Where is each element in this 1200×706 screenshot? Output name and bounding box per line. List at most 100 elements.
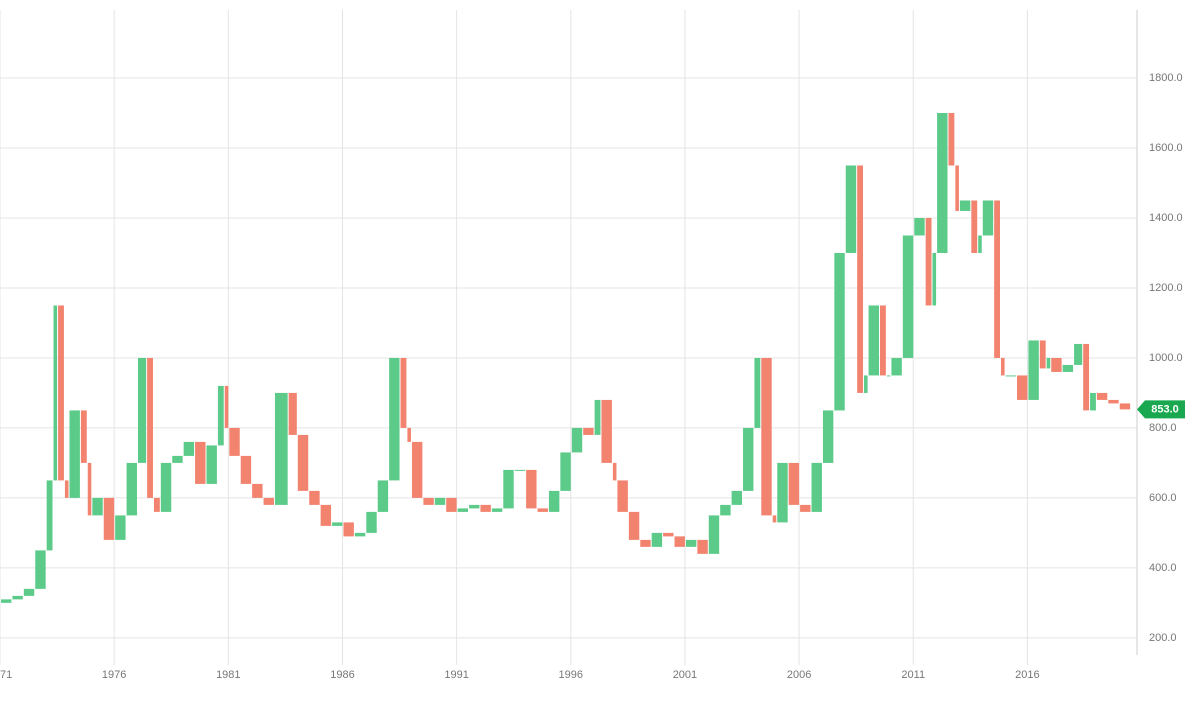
- candle: [800, 504, 811, 512]
- y-tick-label: 600.0: [1149, 492, 1177, 504]
- candle: [224, 385, 229, 428]
- candle: [612, 462, 617, 481]
- candle: [514, 469, 526, 471]
- candle: [788, 462, 800, 505]
- candle: [583, 427, 594, 435]
- candle: [1039, 340, 1046, 369]
- x-tick-label: 2011: [901, 669, 925, 681]
- candle: [857, 165, 864, 393]
- x-tick-label: 2016: [1015, 669, 1039, 681]
- candle: [761, 357, 772, 516]
- candle: [978, 235, 982, 253]
- candle: [217, 385, 224, 446]
- candle: [309, 490, 320, 505]
- candle: [297, 434, 309, 491]
- candle: [320, 504, 332, 526]
- candle: [343, 522, 354, 537]
- candle: [240, 455, 252, 484]
- candle: [777, 462, 788, 523]
- candle: [754, 357, 761, 428]
- candle: [195, 441, 206, 484]
- candle: [1051, 357, 1062, 372]
- y-tick-label: 200.0: [1149, 632, 1177, 644]
- candle: [1046, 357, 1051, 369]
- x-tick-label: 1981: [216, 669, 240, 681]
- candle: [886, 375, 891, 377]
- candle: [491, 508, 503, 512]
- candle: [377, 480, 389, 512]
- candle: [332, 522, 343, 526]
- candle: [1096, 392, 1108, 400]
- candle: [697, 539, 708, 554]
- candle: [423, 497, 434, 505]
- candle: [720, 504, 731, 516]
- candle: [932, 252, 937, 306]
- y-tick-label: 1600.0: [1149, 142, 1183, 154]
- x-tick-label: 2001: [673, 669, 697, 681]
- candle: [23, 588, 35, 596]
- candle: [864, 375, 868, 393]
- candle: [1090, 392, 1096, 411]
- candle: [685, 539, 697, 547]
- price-badge: [1137, 400, 1185, 419]
- candle: [457, 508, 469, 512]
- candle: [982, 200, 994, 236]
- candle: [526, 469, 537, 509]
- candle: [58, 305, 64, 481]
- candle: [153, 497, 160, 512]
- candle: [389, 357, 400, 481]
- candle: [480, 504, 491, 512]
- candle: [772, 515, 777, 523]
- candle: [69, 410, 80, 498]
- candle: [87, 462, 92, 516]
- candle: [822, 410, 834, 463]
- candle: [274, 392, 288, 505]
- candle: [252, 483, 263, 498]
- candle: [126, 462, 137, 516]
- candle: [811, 462, 822, 512]
- candle: [560, 452, 571, 491]
- candle: [411, 441, 423, 498]
- candle: [937, 113, 948, 253]
- candle: [834, 252, 845, 411]
- candle: [1016, 375, 1028, 400]
- candle: [628, 511, 640, 540]
- candle: [172, 455, 183, 463]
- candle: [263, 497, 274, 505]
- candle: [674, 536, 685, 547]
- candle: [594, 399, 601, 435]
- candle: [1005, 375, 1016, 377]
- candle: [137, 357, 147, 463]
- candle: [959, 200, 971, 211]
- x-tick-label: 1971: [0, 669, 12, 681]
- candle: [640, 539, 651, 547]
- candle: [1119, 403, 1131, 410]
- candle: [971, 200, 978, 253]
- candle: [400, 357, 407, 428]
- price-badge-label: 853.0: [1151, 403, 1179, 415]
- candle: [994, 200, 1001, 358]
- candle: [407, 427, 411, 442]
- candle: [1108, 399, 1119, 404]
- y-tick-label: 1400.0: [1149, 212, 1183, 224]
- y-tick-label: 1800.0: [1149, 72, 1183, 84]
- candle: [1062, 364, 1074, 372]
- y-tick-label: 1200.0: [1149, 282, 1183, 294]
- candle: [617, 480, 628, 512]
- y-tick-label: 800.0: [1149, 422, 1177, 434]
- candle: [229, 427, 240, 456]
- candle: [80, 410, 87, 463]
- candle: [92, 497, 103, 516]
- candle: [1028, 340, 1039, 400]
- candle: [891, 357, 902, 376]
- candle: [914, 217, 925, 236]
- candle: [354, 532, 366, 537]
- candle: [434, 497, 446, 505]
- y-tick-label: 1000.0: [1149, 352, 1183, 364]
- candle: [503, 469, 514, 509]
- x-tick-label: 2006: [787, 669, 811, 681]
- candle: [46, 480, 53, 551]
- candle: [206, 445, 217, 484]
